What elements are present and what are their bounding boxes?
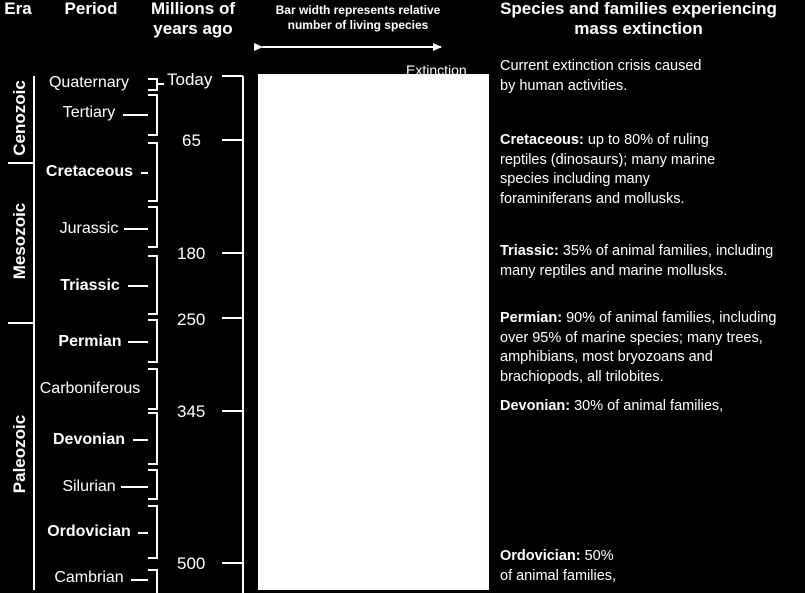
species-bar bbox=[258, 74, 489, 590]
period-devonian: Devonian bbox=[52, 431, 125, 448]
extinction-ordovician-line: 50% bbox=[580, 548, 614, 564]
extinction-cretaceous-line: foraminiferans and mollusks. bbox=[500, 190, 685, 207]
extinction-permian-line: 90% of animal families, including bbox=[562, 310, 777, 326]
extinction-current-line: by human activities. bbox=[500, 77, 628, 94]
extinction-permian-title: Permian: bbox=[500, 310, 563, 326]
period-cambrian: Cambrian bbox=[54, 569, 124, 586]
period-quaternary: Quaternary bbox=[48, 74, 130, 91]
period-header: Period bbox=[64, 0, 118, 18]
extinction-triassic: Triassic: 35% of animal families, includ… bbox=[500, 242, 773, 281]
period-carboniferous: Carboniferous bbox=[39, 380, 141, 397]
species-header: Species and families experiencing mass e… bbox=[466, 0, 805, 39]
extinction-devonian-line: 30% of animal families, bbox=[570, 398, 724, 414]
period-cretaceous: Cretaceous bbox=[45, 163, 134, 180]
time-header: Millions of years ago bbox=[143, 0, 243, 39]
era-mesozoic: Mesozoic bbox=[10, 202, 29, 280]
extinction-devonian-title: Devonian: bbox=[500, 398, 571, 414]
period-silurian: Silurian bbox=[62, 478, 116, 495]
extinction-triassic-title: Triassic: bbox=[500, 243, 559, 259]
extinction-cretaceous-title: Cretaceous: bbox=[500, 132, 584, 148]
extinction-cretaceous-line: species including many bbox=[500, 171, 650, 187]
time-250: 250 bbox=[177, 310, 206, 329]
bracket-quaternary bbox=[148, 78, 164, 91]
time-500: 500 bbox=[177, 554, 206, 573]
extinction-current: Current extinction crisis caused by huma… bbox=[500, 57, 701, 96]
extinction-cretaceous-line: up to 80% of ruling bbox=[583, 132, 709, 148]
extinction-triassic-line: many reptiles and marine mollusks. bbox=[500, 262, 728, 279]
bracket-tertiary bbox=[123, 94, 158, 136]
bar-header-line2: number of living species bbox=[287, 18, 429, 32]
extinction-ordovician-line: of animal families, bbox=[500, 567, 617, 584]
era-paleozoic: Paleozoic bbox=[10, 414, 29, 494]
era-header: Era bbox=[4, 0, 32, 18]
bracket-cretaceous bbox=[141, 142, 158, 202]
bracket-jurassic bbox=[124, 206, 158, 248]
extinction-current-line: Current extinction crisis caused bbox=[500, 58, 702, 74]
time-180: 180 bbox=[177, 244, 206, 263]
extinction-permian-line: brachiopods, all trilobites. bbox=[500, 368, 664, 385]
time-header-line2: years ago bbox=[153, 19, 233, 38]
bracket-cambrian bbox=[131, 569, 158, 593]
period-jurassic: Jurassic bbox=[59, 220, 119, 237]
extinction-ordovician-title: Ordovician: bbox=[500, 548, 581, 564]
extinction-permian-line: over 95% of marine species; many trees, bbox=[500, 329, 763, 346]
bracket-carboniferous bbox=[148, 368, 158, 410]
extinction-ordovician: Ordovician: 50% of animal families, bbox=[500, 547, 616, 586]
time-today: Today bbox=[167, 70, 213, 89]
period-ordovician: Ordovician bbox=[47, 523, 131, 540]
bracket-devonian bbox=[133, 412, 158, 465]
time-header-line1: Millions of bbox=[150, 0, 236, 18]
extinction-permian-line: amphibians, most bryozoans and bbox=[500, 349, 713, 365]
bar-header-line1: Bar width represents relative bbox=[275, 3, 441, 17]
species-header-line2: mass extinction bbox=[574, 19, 703, 38]
time-345: 345 bbox=[177, 402, 206, 421]
species-header-line1: Species and families experiencing bbox=[500, 0, 777, 18]
bar-header: Bar width represents relative number of … bbox=[258, 3, 458, 33]
period-tertiary: Tertiary bbox=[62, 104, 116, 121]
period-permian: Permian bbox=[58, 333, 122, 350]
time-65: 65 bbox=[182, 131, 201, 150]
bracket-silurian bbox=[121, 469, 158, 500]
bracket-ordovician bbox=[138, 505, 158, 559]
period-triassic: Triassic bbox=[60, 277, 120, 294]
bracket-triassic bbox=[128, 255, 158, 315]
extinction-cretaceous: Cretaceous: up to 80% of ruling reptiles… bbox=[500, 131, 715, 209]
extinction-permian: Permian: 90% of animal families, includi… bbox=[500, 309, 776, 387]
extinction-triassic-line: 35% of animal families, including bbox=[558, 243, 774, 259]
extinction-cretaceous-line: reptiles (dinosaurs); many marine bbox=[500, 151, 716, 168]
extinction-devonian: Devonian: 30% of animal families, bbox=[500, 397, 723, 417]
bracket-permian bbox=[128, 319, 158, 363]
era-cenozoic: Cenozoic bbox=[10, 80, 29, 156]
